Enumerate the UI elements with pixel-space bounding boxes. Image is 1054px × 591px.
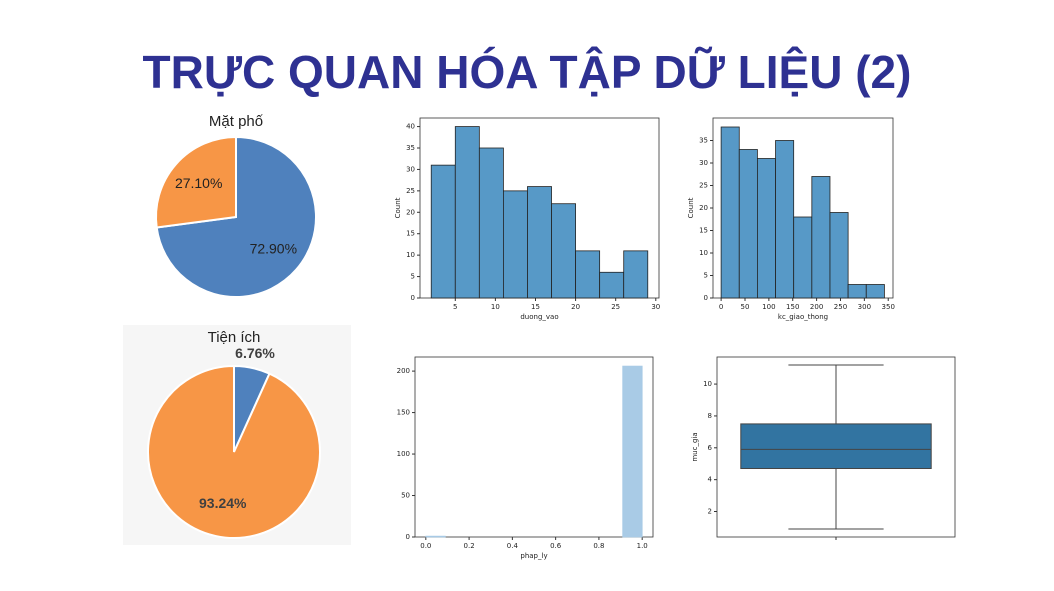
y-tick-label: 0 <box>411 294 415 302</box>
hist-bar <box>623 250 649 299</box>
hist-bar <box>478 147 504 299</box>
hist-bar <box>720 126 740 299</box>
y-axis-label: Count <box>687 197 695 218</box>
y-tick-label: 6 <box>708 444 713 452</box>
y-tick-label: 10 <box>699 249 708 257</box>
pie-title: Tiện ích <box>208 329 261 346</box>
hist-bar <box>757 158 776 299</box>
x-tick-label: 20 <box>571 303 580 311</box>
y-tick-label: 30 <box>406 165 415 173</box>
y-tick-label: 20 <box>699 204 708 212</box>
hist-bar <box>622 365 643 538</box>
x-axis-label: phap_ly <box>520 552 547 560</box>
y-tick-label: 10 <box>406 251 415 259</box>
y-tick-label: 5 <box>704 272 708 280</box>
x-tick-label: 15 <box>531 303 540 311</box>
hist-bar <box>738 149 758 299</box>
y-tick-label: 15 <box>699 227 708 235</box>
hist-bar <box>775 140 795 299</box>
pie-title: Mặt phố <box>209 113 264 130</box>
hist-bar <box>503 190 528 299</box>
pie-slice <box>155 135 237 229</box>
plot-frame <box>414 356 654 538</box>
x-tick-label: 10 <box>491 303 500 311</box>
y-tick-label: 150 <box>397 409 410 417</box>
hist-bar <box>454 126 480 299</box>
x-tick-label: 0.0 <box>420 542 431 550</box>
hist-bar <box>430 164 456 299</box>
y-tick-label: 40 <box>406 123 415 131</box>
pie-label: 72.90% <box>250 240 297 256</box>
x-tick-label: 0.6 <box>550 542 562 550</box>
x-tick-label: 200 <box>810 303 823 311</box>
y-tick-label: 200 <box>397 367 410 375</box>
y-tick-label: 25 <box>699 182 708 190</box>
pie-label: 93.24% <box>199 495 247 511</box>
y-axis-label: Count <box>394 197 402 218</box>
y-tick-label: 20 <box>406 208 415 216</box>
y-tick-label: 10 <box>703 380 712 388</box>
hist-bar <box>829 212 849 299</box>
hist-bar <box>865 284 885 299</box>
x-tick-label: 100 <box>762 303 775 311</box>
hist-bar <box>793 216 813 299</box>
x-tick-label: 150 <box>786 303 799 311</box>
x-tick-label: 300 <box>858 303 871 311</box>
pie-slice <box>147 364 321 539</box>
x-tick-label: 350 <box>882 303 895 311</box>
y-tick-label: 50 <box>401 492 410 500</box>
x-tick-label: 25 <box>611 303 620 311</box>
x-tick-label: 250 <box>834 303 847 311</box>
x-tick-label: 0.4 <box>507 542 519 550</box>
x-tick-label: 0.2 <box>464 542 475 550</box>
x-tick-label: 0 <box>719 303 723 311</box>
y-tick-label: 100 <box>397 450 410 458</box>
x-tick-label: 5 <box>453 303 457 311</box>
hist-bar <box>575 250 601 299</box>
pie-label: 6.76% <box>235 345 275 361</box>
x-tick-label: 1.0 <box>637 542 648 550</box>
y-tick-label: 15 <box>406 230 415 238</box>
y-axis-label: muc_gia <box>691 432 699 461</box>
y-tick-label: 4 <box>708 476 713 484</box>
y-tick-label: 0 <box>406 533 410 541</box>
pie-label: 27.10% <box>175 175 222 191</box>
y-tick-label: 25 <box>406 187 415 195</box>
x-axis-label: duong_vao <box>520 313 558 321</box>
hist-bar <box>811 176 831 299</box>
y-tick-label: 30 <box>699 159 708 167</box>
box <box>740 423 932 470</box>
y-tick-label: 35 <box>699 137 708 145</box>
x-axis-label: kc_giao_thong <box>778 313 828 321</box>
y-tick-label: 8 <box>708 412 712 420</box>
y-tick-label: 0 <box>704 294 708 302</box>
slide-title: TRỰC QUAN HÓA TẬP DỮ LIỆU (2) <box>143 46 912 98</box>
hist-bar <box>599 271 625 299</box>
x-tick-label: 50 <box>741 303 750 311</box>
y-tick-label: 35 <box>406 144 415 152</box>
hist-bar <box>527 186 552 299</box>
x-tick-label: 30 <box>651 303 660 311</box>
y-tick-label: 2 <box>708 508 712 516</box>
hist-bar <box>425 535 446 538</box>
hist-bar <box>551 203 576 299</box>
y-tick-label: 5 <box>411 273 415 281</box>
hist-bar <box>847 284 867 299</box>
x-tick-label: 0.8 <box>593 542 604 550</box>
